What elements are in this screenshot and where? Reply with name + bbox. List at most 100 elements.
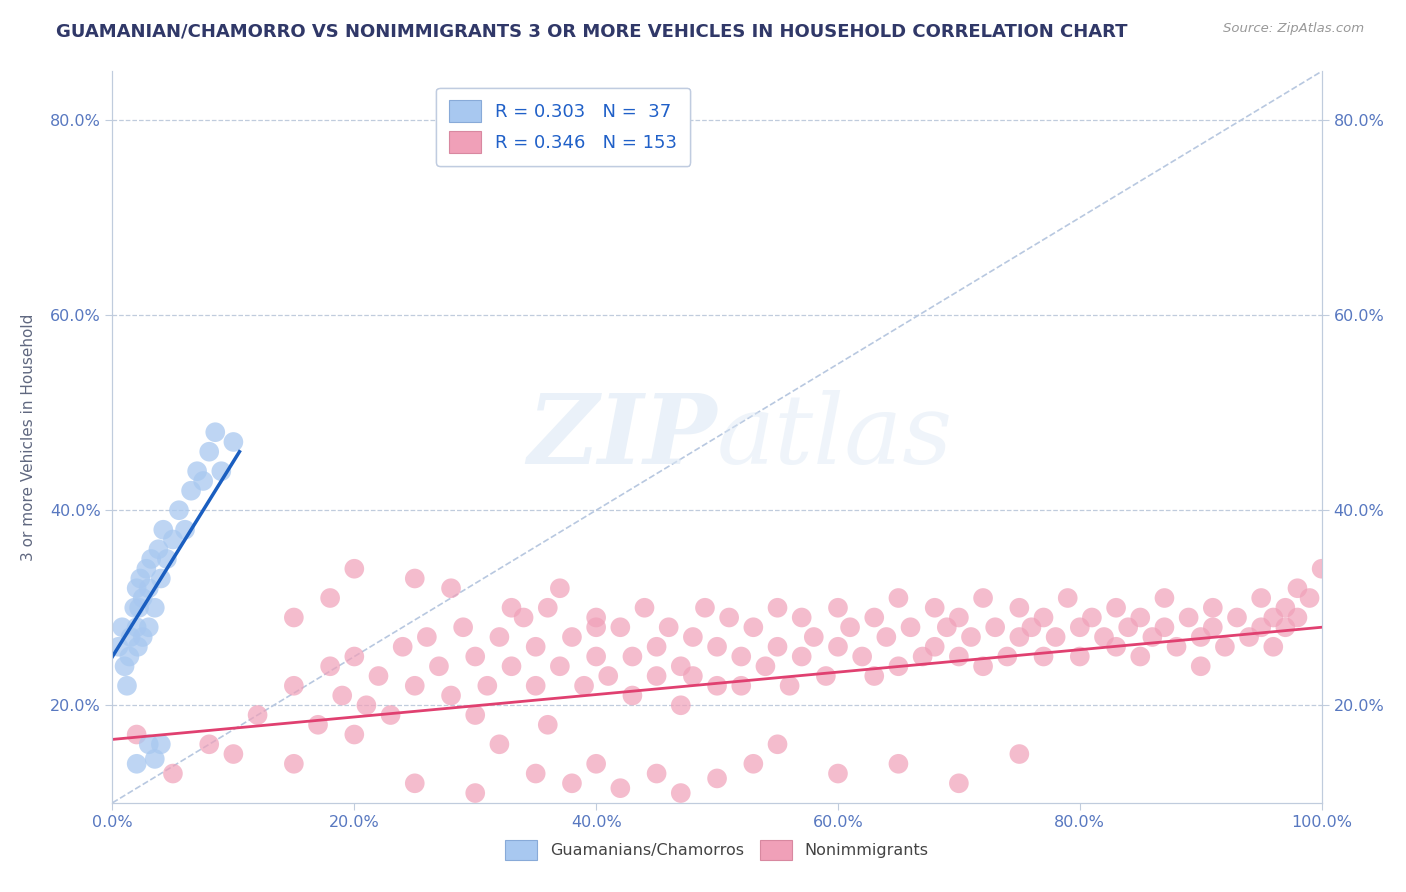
- Point: [1250, 591, 1272, 605]
- Point: [404, 572, 426, 586]
- Point: [111, 620, 134, 634]
- Point: [149, 572, 172, 586]
- Point: [132, 630, 155, 644]
- Legend: R = 0.303   N =  37, R = 0.346   N = 153: R = 0.303 N = 37, R = 0.346 N = 153: [436, 87, 690, 166]
- Point: [1129, 649, 1152, 664]
- Text: Source: ZipAtlas.com: Source: ZipAtlas.com: [1223, 22, 1364, 36]
- Point: [1069, 649, 1091, 664]
- Point: [609, 781, 631, 796]
- Point: [766, 640, 789, 654]
- Point: [585, 649, 607, 664]
- Point: [138, 620, 160, 634]
- Point: [537, 718, 560, 732]
- Point: [319, 591, 342, 605]
- Point: [1081, 610, 1104, 624]
- Point: [404, 679, 426, 693]
- Point: [658, 620, 681, 634]
- Point: [669, 659, 692, 673]
- Point: [1166, 640, 1188, 654]
- Point: [779, 679, 801, 693]
- Point: [204, 425, 226, 440]
- Point: [827, 600, 849, 615]
- Point: [283, 756, 305, 771]
- Point: [609, 620, 631, 634]
- Point: [246, 708, 269, 723]
- Point: [501, 659, 523, 673]
- Point: [948, 649, 970, 664]
- Point: [125, 620, 148, 634]
- Point: [125, 727, 148, 741]
- Point: [283, 679, 305, 693]
- Point: [1189, 659, 1212, 673]
- Point: [633, 600, 655, 615]
- Point: [138, 581, 160, 595]
- Y-axis label: 3 or more Vehicles in Household: 3 or more Vehicles in Household: [21, 313, 37, 561]
- Point: [1286, 610, 1309, 624]
- Point: [1069, 620, 1091, 634]
- Point: [682, 630, 704, 644]
- Point: [356, 698, 378, 713]
- Point: [427, 659, 450, 673]
- Point: [330, 689, 353, 703]
- Point: [127, 640, 149, 654]
- Point: [283, 610, 305, 624]
- Point: [343, 562, 366, 576]
- Point: [122, 600, 145, 615]
- Point: [198, 444, 221, 458]
- Point: [118, 649, 141, 664]
- Point: [174, 523, 197, 537]
- Point: [167, 503, 190, 517]
- Point: [1008, 747, 1031, 761]
- Point: [839, 620, 862, 634]
- Point: [1129, 610, 1152, 624]
- Point: [645, 640, 668, 654]
- Point: [1202, 600, 1225, 615]
- Point: [948, 610, 970, 624]
- Point: [935, 620, 957, 634]
- Point: [754, 659, 776, 673]
- Point: [440, 689, 463, 703]
- Point: [512, 610, 534, 624]
- Point: [1274, 620, 1296, 634]
- Point: [464, 708, 486, 723]
- Point: [180, 483, 202, 498]
- Point: [319, 659, 342, 673]
- Point: [948, 776, 970, 790]
- Point: [125, 581, 148, 595]
- Point: [851, 649, 873, 664]
- Point: [1092, 630, 1115, 644]
- Point: [451, 620, 474, 634]
- Point: [561, 630, 583, 644]
- Point: [863, 669, 886, 683]
- Point: [186, 464, 208, 478]
- Point: [572, 679, 595, 693]
- Point: [404, 776, 426, 790]
- Point: [1032, 649, 1054, 664]
- Point: [1250, 620, 1272, 634]
- Point: [598, 669, 620, 683]
- Point: [585, 756, 607, 771]
- Point: [900, 620, 922, 634]
- Point: [1142, 630, 1164, 644]
- Point: [132, 591, 155, 605]
- Point: [645, 669, 668, 683]
- Point: [730, 649, 752, 664]
- Point: [718, 610, 741, 624]
- Point: [548, 581, 571, 595]
- Point: [501, 600, 523, 615]
- Point: [1105, 640, 1128, 654]
- Point: [222, 747, 245, 761]
- Point: [129, 572, 152, 586]
- Point: [1008, 630, 1031, 644]
- Point: [307, 718, 329, 732]
- Point: [1310, 562, 1333, 576]
- Point: [209, 464, 232, 478]
- Point: [972, 659, 994, 673]
- Point: [790, 649, 813, 664]
- Point: [1213, 640, 1236, 654]
- Point: [585, 610, 607, 624]
- Point: [128, 600, 150, 615]
- Point: [706, 640, 728, 654]
- Point: [114, 659, 136, 673]
- Point: [464, 786, 486, 800]
